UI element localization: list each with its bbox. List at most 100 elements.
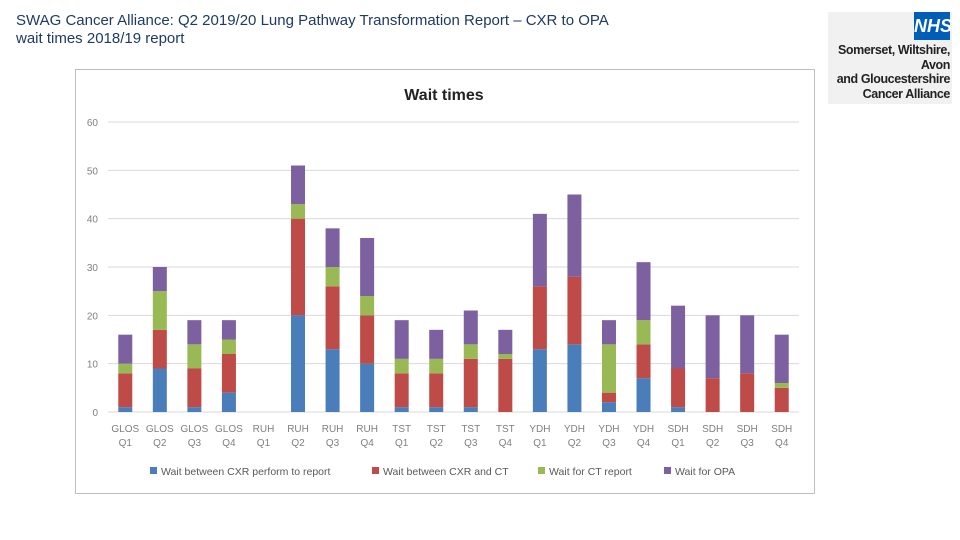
x-tick-label: TST: [496, 424, 515, 435]
bar-segment: [567, 194, 582, 277]
bar-segment: [187, 368, 202, 408]
legend-label: Wait between CXR perform to report: [161, 466, 331, 478]
chart-frame: Wait times 0 10 20 30 40 50 60 GLOS Q1 GLOS Q2 GLO…: [75, 69, 815, 494]
x-tick-label: RUH: [322, 424, 344, 435]
bar-segment: [567, 276, 582, 345]
bar-segment: [498, 329, 513, 354]
bar-segment: [601, 402, 616, 412]
bar-segment: [567, 344, 582, 412]
bar-segment: [636, 378, 651, 412]
bar-segment: [740, 315, 755, 374]
bar-segment: [360, 363, 375, 412]
x-tick-label: RUH: [253, 424, 275, 435]
x-tick-label: YDH: [564, 424, 585, 435]
x-tick-label: Q2: [568, 438, 582, 449]
bar-segment: [118, 407, 133, 412]
y-tick-label: 40: [87, 215, 99, 226]
bar-segment: [671, 368, 686, 408]
legend-swatch: [150, 467, 157, 474]
bar-segment: [221, 339, 236, 354]
bar-segment: [291, 315, 306, 412]
bar-segment: [360, 296, 375, 316]
bar-segment: [429, 358, 444, 374]
x-tick-label: YDH: [529, 424, 550, 435]
bar-segment: [429, 329, 444, 359]
bar-segment: [118, 373, 133, 408]
x-tick-label: Q1: [119, 438, 133, 449]
bar-segment: [221, 354, 236, 393]
x-tick-label: TST: [427, 424, 446, 435]
bar-segment: [636, 344, 651, 379]
bar-segment: [187, 320, 202, 345]
x-tick-label: SDH: [771, 424, 792, 435]
x-tick-label: Q3: [464, 438, 478, 449]
chart-title: Wait times: [404, 87, 484, 104]
x-tick-label: Q4: [222, 438, 236, 449]
bar-segment: [671, 305, 686, 369]
x-tick-label: Q2: [153, 438, 167, 449]
x-tick-label: RUH: [287, 424, 309, 435]
bar-segment: [429, 373, 444, 408]
legend-label: Wait for OPA: [675, 466, 735, 478]
logo-line-2: and Gloucestershire: [836, 72, 951, 86]
bar-segment: [463, 344, 478, 359]
x-tick-label: GLOS: [215, 424, 243, 435]
x-tick-label: Q4: [360, 438, 374, 449]
x-tick-label: GLOS: [180, 424, 208, 435]
wait-times-chart: Wait times 0 10 20 30 40 50 60 GLOS Q1 GLOS Q2 GLO…: [87, 87, 799, 478]
x-tick-label: Q1: [257, 438, 271, 449]
bar-segment: [152, 291, 167, 330]
y-tick-label: 30: [87, 263, 99, 274]
x-tick-label: SDH: [737, 424, 758, 435]
x-tick-label: Q4: [499, 438, 513, 449]
cancer-alliance-logo: NHS Somerset, Wiltshire, Avon and Glouce…: [828, 12, 952, 104]
bar-segment: [774, 383, 789, 388]
bar-segment: [360, 315, 375, 364]
x-tick-label: Q2: [706, 438, 720, 449]
bar-segment: [152, 267, 167, 292]
bar-segment: [152, 329, 167, 369]
x-tick-label: GLOS: [111, 424, 139, 435]
bar-segment: [152, 368, 167, 412]
bar-segment: [601, 344, 616, 393]
bar-segment: [498, 354, 513, 359]
bar-segment: [394, 373, 409, 408]
bar-segment: [325, 267, 340, 287]
bar-segment: [532, 213, 547, 287]
x-tick-label: Q4: [775, 438, 789, 449]
bar-segment: [532, 286, 547, 350]
bar-segment: [221, 320, 236, 340]
x-tick-label: Q1: [395, 438, 409, 449]
x-tick-label: Q3: [326, 438, 340, 449]
y-tick-label: 20: [87, 311, 99, 322]
x-tick-label: YDH: [598, 424, 619, 435]
x-tick-label: YDH: [633, 424, 654, 435]
bar-segment: [705, 378, 720, 412]
bar-segment: [463, 407, 478, 412]
legend-label: Wait for CT report: [549, 466, 632, 478]
y-tick-label: 10: [87, 360, 99, 371]
y-tick-label: 0: [92, 408, 98, 419]
bar-segment: [636, 262, 651, 321]
x-tick-label: GLOS: [146, 424, 174, 435]
bar-segment: [221, 392, 236, 412]
bar-segment: [774, 387, 789, 412]
slide-title-line-1: SWAG Cancer Alliance: Q2 2019/20 Lung Pa…: [16, 12, 609, 29]
x-tick-label: Q2: [291, 438, 305, 449]
x-tick-label: Q3: [741, 438, 755, 449]
bar-segment: [774, 334, 789, 383]
nhs-logo-icon: NHS: [914, 12, 952, 40]
bar-segment: [187, 344, 202, 369]
legend-swatch: [664, 467, 671, 474]
bar-segment: [671, 407, 686, 412]
bar-segment: [705, 315, 720, 379]
legend-label: Wait between CXR and CT: [383, 466, 509, 478]
logo-line-3: Cancer Alliance: [862, 86, 951, 101]
bar-segment: [118, 334, 133, 364]
bar-segment: [429, 407, 444, 412]
bar-segment: [394, 320, 409, 359]
bar-segment: [118, 363, 133, 374]
bar-segment: [498, 358, 513, 412]
bar-segment: [636, 320, 651, 345]
x-tick-label: SDH: [668, 424, 689, 435]
